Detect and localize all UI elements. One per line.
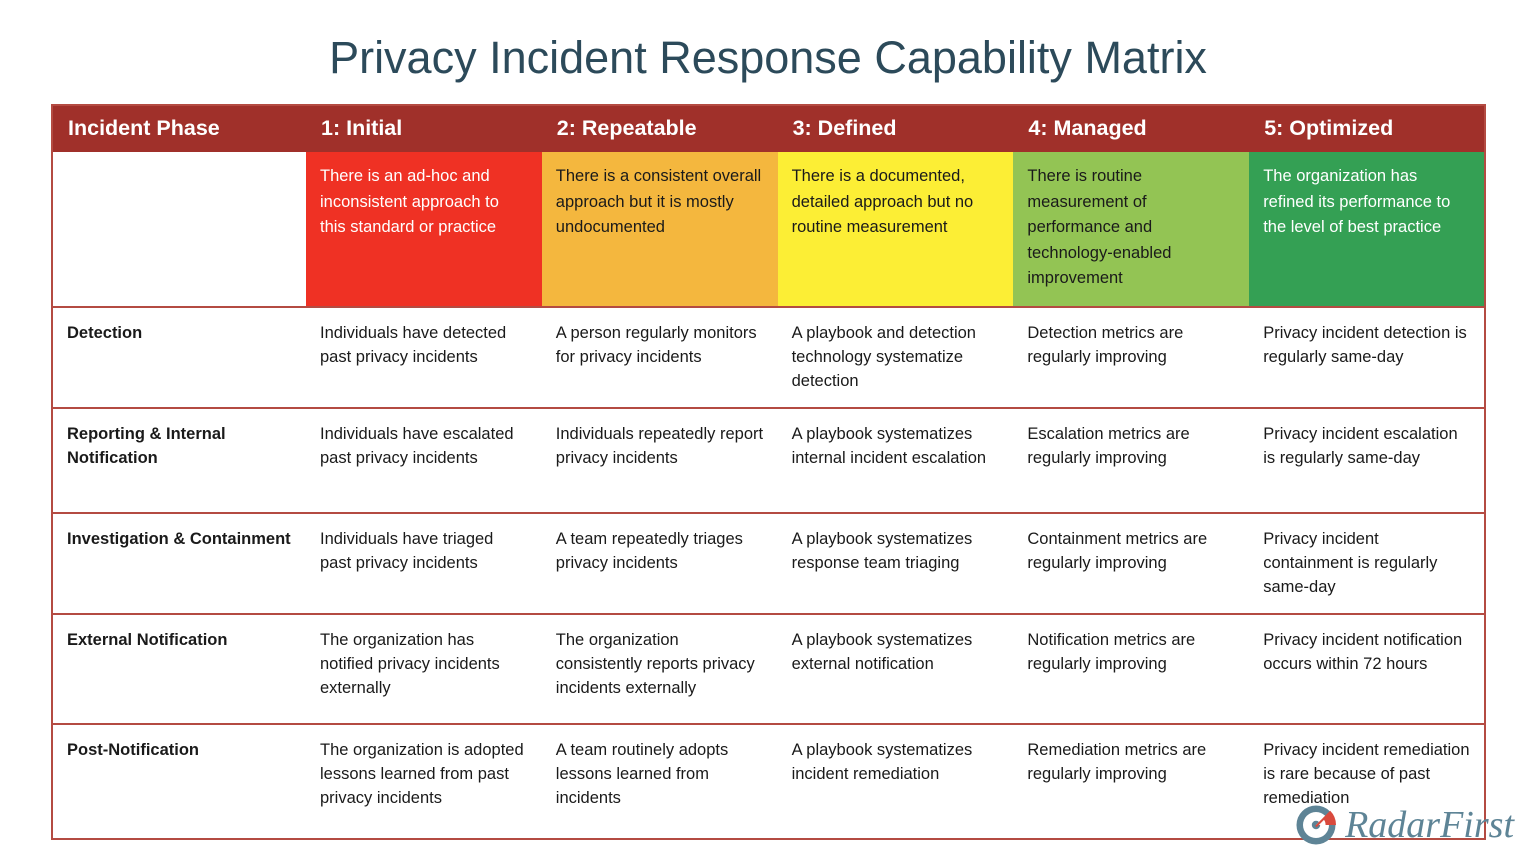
header-row: Incident Phase 1: Initial 2: Repeatable … bbox=[52, 105, 1485, 152]
cell-external-level-4: Notification metrics are regularly impro… bbox=[1013, 612, 1250, 724]
cell-investigation-level-4: Containment metrics are regularly improv… bbox=[1013, 511, 1250, 614]
matrix-body: Detection Individuals have detected past… bbox=[52, 306, 1485, 839]
row-label-detection: Detection bbox=[52, 306, 306, 408]
cell-investigation-level-5: Privacy incident containment is regularl… bbox=[1249, 511, 1485, 614]
cell-reporting-level-5: Privacy incident escalation is regularly… bbox=[1249, 406, 1485, 513]
capability-matrix: Incident Phase 1: Initial 2: Repeatable … bbox=[51, 104, 1486, 840]
table-row: External Notification The organization h… bbox=[52, 612, 1485, 724]
cell-detection-level-5: Privacy incident detection is regularly … bbox=[1249, 306, 1485, 408]
cell-post-level-2: A team routinely adopts lessons learned … bbox=[541, 722, 778, 839]
brand-logo: RadarFirst bbox=[1294, 801, 1514, 849]
radar-target-icon bbox=[1294, 803, 1338, 847]
cell-detection-level-3: A playbook and detection technology syst… bbox=[777, 306, 1014, 408]
cell-investigation-level-3: A playbook systematizes response team tr… bbox=[777, 511, 1014, 614]
cell-investigation-level-1: Individuals have triaged past privacy in… bbox=[306, 511, 542, 614]
matrix-table: Incident Phase 1: Initial 2: Repeatable … bbox=[51, 104, 1486, 840]
table-row: Post-Notification The organization is ad… bbox=[52, 722, 1485, 839]
cell-reporting-level-4: Escalation metrics are regularly improvi… bbox=[1013, 406, 1250, 513]
definition-row-phase-blank bbox=[52, 152, 306, 308]
column-header-level-5: 5: Optimized bbox=[1249, 105, 1485, 152]
definition-level-3: There is a documented, detailed approach… bbox=[777, 152, 1014, 308]
column-header-level-2: 2: Repeatable bbox=[541, 105, 778, 152]
column-header-level-3: 3: Defined bbox=[777, 105, 1014, 152]
cell-post-level-5: Privacy incident remediation is rare bec… bbox=[1249, 722, 1485, 839]
definition-level-5: The organization has refined its perform… bbox=[1249, 152, 1485, 308]
cell-external-level-5: Privacy incident notification occurs wit… bbox=[1249, 612, 1485, 724]
matrix-header: Incident Phase 1: Initial 2: Repeatable … bbox=[52, 105, 1485, 152]
column-header-level-1: 1: Initial bbox=[306, 105, 542, 152]
column-header-level-4: 4: Managed bbox=[1013, 105, 1250, 152]
cell-detection-level-2: A person regularly monitors for privacy … bbox=[541, 306, 778, 408]
cell-post-level-4: Remediation metrics are regularly improv… bbox=[1013, 722, 1250, 839]
cell-post-level-1: The organization is adopted lessons lear… bbox=[306, 722, 542, 839]
brand-name: RadarFirst bbox=[1345, 804, 1514, 846]
row-label-external-notification: External Notification bbox=[52, 612, 306, 724]
cell-external-level-3: A playbook systematizes external notific… bbox=[777, 612, 1014, 724]
cell-post-level-3: A playbook systematizes incident remedia… bbox=[777, 722, 1014, 839]
cell-reporting-level-1: Individuals have escalated past privacy … bbox=[306, 406, 542, 513]
row-label-investigation-containment: Investigation & Containment bbox=[52, 511, 306, 614]
cell-reporting-level-3: A playbook systematizes internal inciden… bbox=[777, 406, 1014, 513]
cell-external-level-1: The organization has notified privacy in… bbox=[306, 612, 542, 724]
table-row: Detection Individuals have detected past… bbox=[52, 306, 1485, 408]
maturity-definition-row-group: There is an ad-hoc and inconsistent appr… bbox=[52, 152, 1485, 308]
table-row: Investigation & Containment Individuals … bbox=[52, 511, 1485, 614]
table-row: Reporting & Internal Notification Indivi… bbox=[52, 406, 1485, 513]
definition-level-4: There is routine measurement of performa… bbox=[1013, 152, 1250, 308]
row-label-reporting-internal-notification: Reporting & Internal Notification bbox=[52, 406, 306, 513]
cell-external-level-2: The organization consistently reports pr… bbox=[541, 612, 778, 724]
cell-detection-level-4: Detection metrics are regularly improvin… bbox=[1013, 306, 1250, 408]
row-label-post-notification: Post-Notification bbox=[52, 722, 306, 839]
column-header-incident-phase: Incident Phase bbox=[52, 105, 306, 152]
definition-level-2: There is a consistent overall approach b… bbox=[541, 152, 778, 308]
page-title: Privacy Incident Response Capability Mat… bbox=[329, 32, 1207, 83]
definition-level-1: There is an ad-hoc and inconsistent appr… bbox=[306, 152, 542, 308]
cell-investigation-level-2: A team repeatedly triages privacy incide… bbox=[541, 511, 778, 614]
cell-reporting-level-2: Individuals repeatedly report privacy in… bbox=[541, 406, 778, 513]
cell-detection-level-1: Individuals have detected past privacy i… bbox=[306, 306, 542, 408]
maturity-definition-row: There is an ad-hoc and inconsistent appr… bbox=[52, 152, 1485, 308]
